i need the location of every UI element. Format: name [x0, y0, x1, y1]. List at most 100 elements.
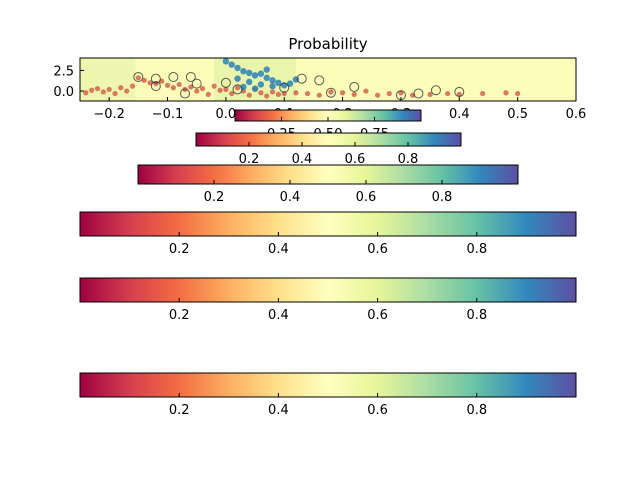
scatter-point-s0-35 [293, 90, 299, 96]
circled-point-13 [454, 86, 465, 97]
y-tick-label-1: 2.5 [53, 64, 74, 79]
scatter-point-s0-47 [445, 90, 451, 97]
scatter-point-s0-50 [503, 90, 509, 96]
x-tick-label-1: −0.1 [152, 107, 184, 122]
scatter-point-s0-26 [234, 85, 241, 91]
colorbar-frame-3 [79, 211, 577, 237]
series-1 [222, 58, 300, 92]
circled-point-10 [325, 87, 336, 98]
scatter-point-s1-1 [228, 61, 235, 68]
plot-background [80, 58, 576, 101]
scatter-point-s0-16 [176, 81, 182, 88]
scatter-point-s0-8 [129, 83, 136, 89]
scatter-point-s0-48 [456, 91, 462, 97]
scatter-point-s1-9 [275, 79, 282, 87]
scatter-point-s0-28 [246, 92, 252, 98]
scatter-point-s0-25 [229, 90, 235, 97]
scatter-point-s0-38 [328, 89, 334, 95]
scatter-point-s1-2 [234, 64, 241, 72]
scatter-point-s1-7 [263, 74, 270, 82]
scatter-point-s0-40 [351, 91, 357, 97]
scatter-point-s0-36 [304, 90, 311, 97]
scatter-point-s0-3 [100, 89, 106, 95]
scatter-point-s0-19 [194, 88, 200, 94]
circled-point-5 [191, 78, 202, 89]
colorbar-1-tick-label-0: 0.2 [239, 152, 260, 167]
colorbar-5-tick-label-3: 0.8 [466, 403, 487, 418]
colorbar-2-tick-label-0: 0.2 [204, 190, 225, 205]
scatter-point-s0-5 [112, 90, 118, 97]
scatter-point-s0-49 [480, 90, 486, 97]
colorbars: 0.250.500.750.20.40.60.80.20.40.60.80.20… [79, 109, 577, 418]
scatter-point-s0-7 [124, 88, 130, 94]
scatter-point-s0-33 [275, 91, 281, 97]
circled-point-7 [296, 73, 307, 84]
scatter-point-s0-1 [89, 87, 95, 93]
scatter-point-s0-6 [118, 85, 124, 91]
colorbar-gradient-5 [80, 373, 576, 397]
colorbar-3-tick-label-0: 0.2 [169, 242, 190, 257]
circled-point-14 [349, 81, 360, 92]
colorbar-1: 0.2 0.4 0.6 0.8 [195, 132, 462, 167]
scatter-point-s0-14 [164, 82, 171, 88]
colorbar-1-tick-label-2: 0.6 [345, 152, 366, 167]
scatter-point-s0-15 [170, 85, 176, 91]
scatter-point-s1-5 [251, 72, 259, 79]
scatter-point-s0-21 [205, 91, 211, 97]
scatter-point-s0-39 [339, 90, 346, 96]
circled-points-layer [133, 72, 465, 101]
scatter-point-s0-42 [375, 92, 381, 98]
colorbar-3-tick-label-2: 0.6 [367, 242, 388, 257]
series-0 [83, 75, 521, 99]
colorbar-4-tick-label-3: 0.8 [466, 308, 487, 323]
circled-point-9 [279, 82, 290, 93]
colorbar-2-tick-label-3: 0.8 [432, 190, 453, 205]
colorbar-frame-1 [195, 132, 462, 147]
scatter-point-s1-12 [246, 78, 253, 86]
scatter-point-s1-3 [240, 68, 247, 75]
scatter-point-s1-8 [269, 77, 276, 84]
scatter-point-s0-37 [316, 92, 322, 98]
colorbar-gradient-1 [196, 133, 461, 146]
colorbar-5-tick-label-1: 0.4 [268, 403, 289, 418]
scatter-point-s1-13 [257, 81, 265, 88]
scatter-point-s0-31 [264, 93, 270, 99]
scatter-point-s0-44 [398, 90, 404, 96]
scatter-point-s1-19 [263, 66, 270, 73]
plot-background-fill [80, 58, 576, 101]
scatter-point-s0-43 [386, 90, 392, 97]
colorbar-3-tick-label-1: 0.4 [268, 242, 289, 257]
x-tick-label-2: 0.0 [216, 107, 237, 122]
circled-point-17 [220, 77, 231, 88]
colorbar-5-tick-label-2: 0.6 [367, 403, 388, 418]
colorbar-2-tick-label-2: 0.6 [356, 190, 377, 205]
scatter-point-s0-9 [135, 75, 141, 81]
circled-point-2 [168, 72, 179, 83]
colorbar-5: 0.2 0.4 0.6 0.8 [79, 372, 577, 418]
circled-point-1 [150, 73, 161, 84]
colorbar-2-tick-label-1: 0.4 [280, 190, 301, 205]
scatter-point-s0-46 [427, 91, 433, 97]
colorbar-frame-2 [137, 164, 519, 185]
colorbar-frame-5 [79, 372, 577, 398]
colorbar-2: 0.2 0.4 0.6 0.8 [137, 164, 519, 205]
scatter-point-s0-24 [223, 86, 229, 93]
scatter-point-s0-32 [269, 89, 276, 95]
y-tick-label-0: 0.0 [53, 85, 74, 100]
colorbar-1-tick-label-3: 0.8 [398, 152, 419, 167]
circled-point-6 [180, 88, 191, 99]
scatter-point-s0-20 [199, 85, 206, 92]
scatter-point-s0-51 [515, 90, 521, 97]
scatter-point-s1-4 [246, 69, 253, 77]
plot-frame [79, 57, 577, 102]
colorbar-frame-4 [79, 277, 577, 303]
scatter-point-s0-23 [217, 87, 223, 93]
colorbar-3-tick-label-3: 0.8 [466, 242, 487, 257]
scatter-point-s1-6 [257, 70, 265, 77]
chart-title: Probability [288, 35, 367, 53]
colorbar-gradient-3 [80, 212, 576, 236]
colorbar-4-tick-label-1: 0.4 [268, 308, 289, 323]
scatter-point-s0-0 [83, 90, 89, 96]
scatter-plot-area: −0.2−0.10.00.10.20.30.40.50.6 0.02.5 [53, 57, 586, 122]
circled-point-8 [314, 75, 325, 86]
